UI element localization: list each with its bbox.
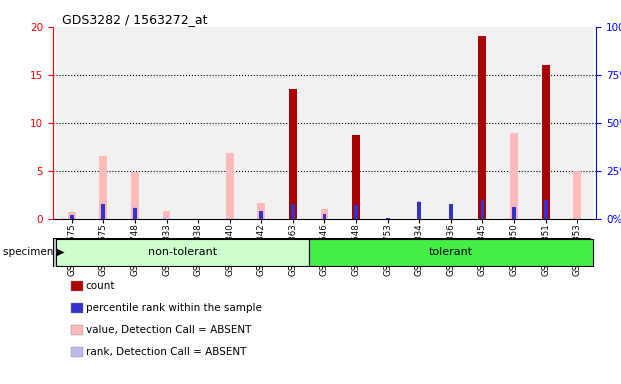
Bar bbox=[131, 172, 139, 219]
Bar bbox=[404, 27, 435, 219]
Text: rank, Detection Call = ABSENT: rank, Detection Call = ABSENT bbox=[86, 347, 246, 357]
Bar bbox=[183, 27, 214, 219]
Text: specimen ▶: specimen ▶ bbox=[3, 247, 65, 257]
Bar bbox=[479, 36, 486, 219]
Bar bbox=[214, 27, 245, 219]
Bar bbox=[56, 27, 88, 219]
Bar bbox=[386, 218, 389, 219]
Bar bbox=[466, 27, 498, 219]
Bar bbox=[544, 200, 548, 219]
Text: value, Detection Call = ABSENT: value, Detection Call = ABSENT bbox=[86, 325, 251, 335]
Bar bbox=[88, 27, 119, 219]
Bar bbox=[245, 27, 277, 219]
Bar bbox=[561, 27, 593, 219]
Bar bbox=[257, 203, 265, 219]
Bar bbox=[320, 209, 329, 219]
Bar bbox=[352, 136, 360, 219]
Bar bbox=[133, 208, 137, 219]
Bar bbox=[309, 27, 340, 219]
Bar bbox=[291, 204, 295, 219]
Bar bbox=[435, 27, 466, 219]
Bar bbox=[56, 239, 309, 266]
Bar bbox=[322, 214, 327, 219]
Bar bbox=[449, 204, 453, 219]
Bar bbox=[309, 239, 593, 266]
Bar bbox=[165, 216, 168, 219]
Bar bbox=[163, 211, 170, 219]
Bar bbox=[133, 207, 137, 219]
Bar bbox=[512, 207, 516, 219]
Bar bbox=[530, 27, 561, 219]
Bar bbox=[354, 205, 358, 219]
Bar bbox=[101, 204, 105, 219]
Bar bbox=[573, 171, 581, 219]
Text: count: count bbox=[86, 281, 116, 291]
Text: percentile rank within the sample: percentile rank within the sample bbox=[86, 303, 261, 313]
Bar bbox=[260, 211, 263, 219]
Bar bbox=[289, 89, 297, 219]
Bar bbox=[70, 215, 74, 219]
Bar bbox=[417, 202, 421, 219]
Bar bbox=[542, 65, 550, 219]
Bar bbox=[481, 200, 484, 219]
Bar bbox=[510, 134, 518, 219]
Bar bbox=[340, 27, 372, 219]
Bar bbox=[151, 27, 183, 219]
Bar bbox=[99, 156, 107, 219]
Bar bbox=[68, 212, 76, 219]
Bar bbox=[277, 27, 309, 219]
Bar bbox=[372, 27, 404, 219]
Text: non-tolerant: non-tolerant bbox=[148, 247, 217, 258]
Bar bbox=[417, 201, 421, 219]
Text: tolerant: tolerant bbox=[428, 247, 473, 258]
Bar bbox=[226, 152, 233, 219]
Bar bbox=[119, 27, 151, 219]
Bar bbox=[449, 205, 453, 219]
Text: GDS3282 / 1563272_at: GDS3282 / 1563272_at bbox=[62, 13, 207, 26]
Bar bbox=[498, 27, 530, 219]
